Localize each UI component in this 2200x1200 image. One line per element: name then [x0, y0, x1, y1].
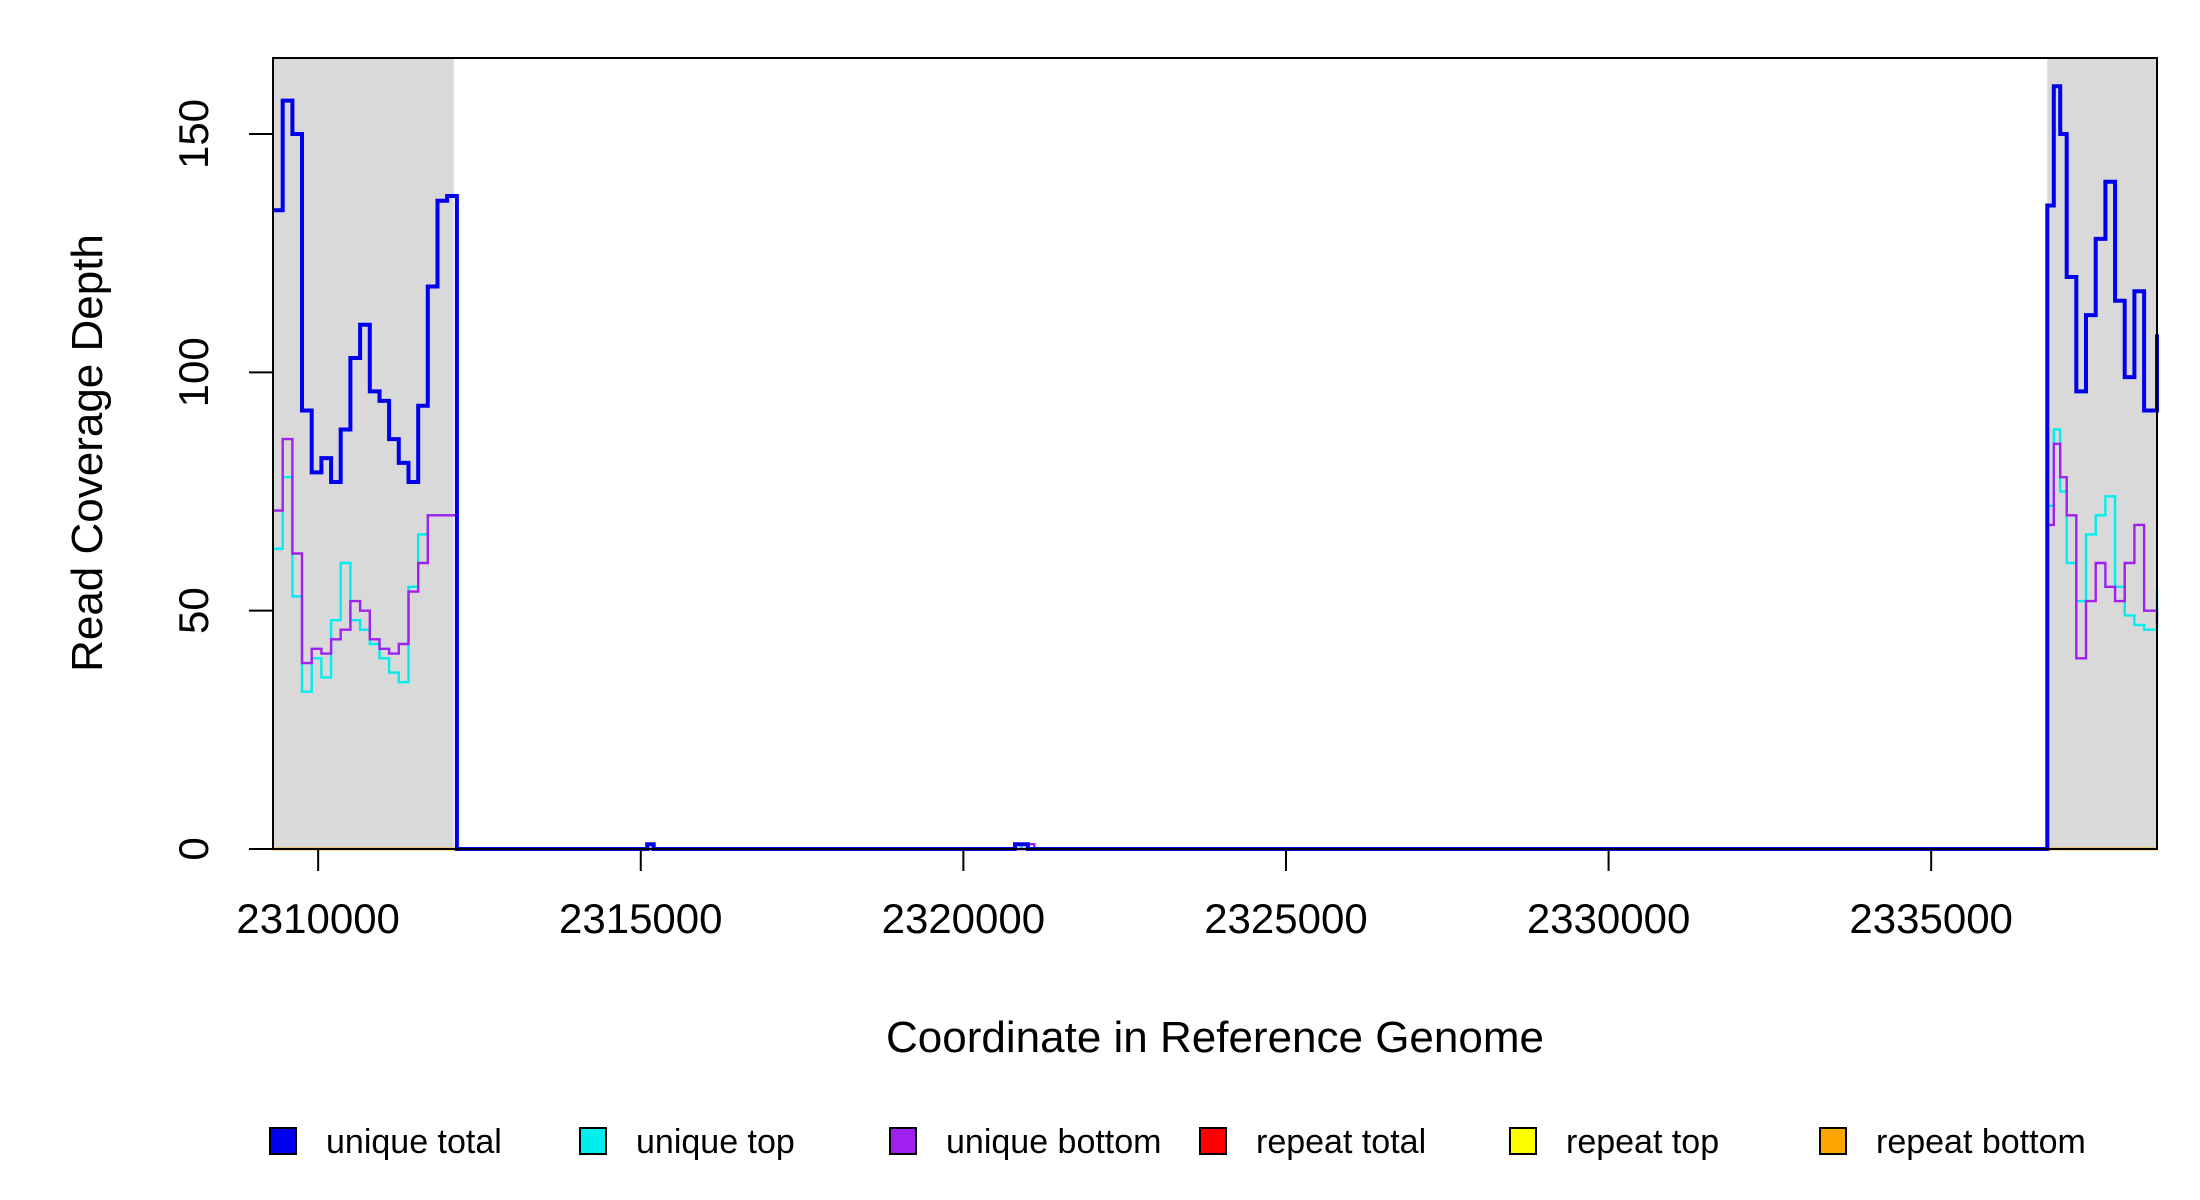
legend-label: unique bottom	[946, 1123, 1162, 1161]
series-unique-bottom	[273, 437, 2159, 851]
legend-label: unique top	[636, 1123, 795, 1161]
y-tick-label: 150	[170, 99, 217, 169]
legend-item-repeat-bottom: repeat bottom	[1819, 1123, 2086, 1161]
x-tick-label: 2330000	[1527, 895, 1691, 942]
x-tick-label: 2325000	[1204, 895, 1368, 942]
x-tick-label: 2320000	[882, 895, 1046, 942]
y-tick-label: 100	[170, 337, 217, 407]
legend-label: repeat bottom	[1876, 1123, 2086, 1161]
legend: unique total unique top unique bottom repea…	[269, 1123, 2086, 1161]
legend-swatch	[269, 1127, 297, 1155]
y-ticks: 0 50 100 150	[170, 99, 273, 861]
y-axis-title: Read Coverage Depth	[63, 234, 112, 672]
legend-item-repeat-top: repeat top	[1509, 1123, 1719, 1161]
x-tick-label: 2335000	[1849, 895, 2013, 942]
legend-label: unique total	[326, 1123, 502, 1161]
legend-swatch	[1199, 1127, 1227, 1155]
y-tick-label: 0	[170, 837, 217, 860]
x-axis-title: Coordinate in Reference Genome	[886, 1013, 1544, 1062]
legend-item-unique-top: unique top	[579, 1123, 795, 1161]
y-tick-label: 50	[170, 587, 217, 634]
series-unique-top	[273, 428, 2159, 851]
shaded-regions	[273, 58, 2157, 849]
legend-swatch	[1819, 1127, 1847, 1155]
x-ticks: 2310000 2315000 2320000 2325000 2330000 23350…	[236, 849, 2013, 942]
legend-item-repeat-total: repeat total	[1199, 1123, 1426, 1161]
legend-label: repeat total	[1256, 1123, 1426, 1161]
shaded-region-1	[2047, 58, 2157, 849]
x-tick-label: 2315000	[559, 895, 723, 942]
x-tick-label: 2310000	[236, 895, 400, 942]
legend-label: repeat top	[1566, 1123, 1719, 1161]
legend-swatch	[889, 1127, 917, 1155]
series-lines	[273, 84, 2159, 851]
legend-swatch	[1509, 1127, 1537, 1155]
series-unique-total	[273, 84, 2159, 851]
legend-item-unique-total: unique total	[269, 1123, 502, 1161]
legend-swatch	[579, 1127, 607, 1155]
legend-item-unique-bottom: unique bottom	[889, 1123, 1162, 1161]
plot-frame	[272, 57, 2158, 850]
